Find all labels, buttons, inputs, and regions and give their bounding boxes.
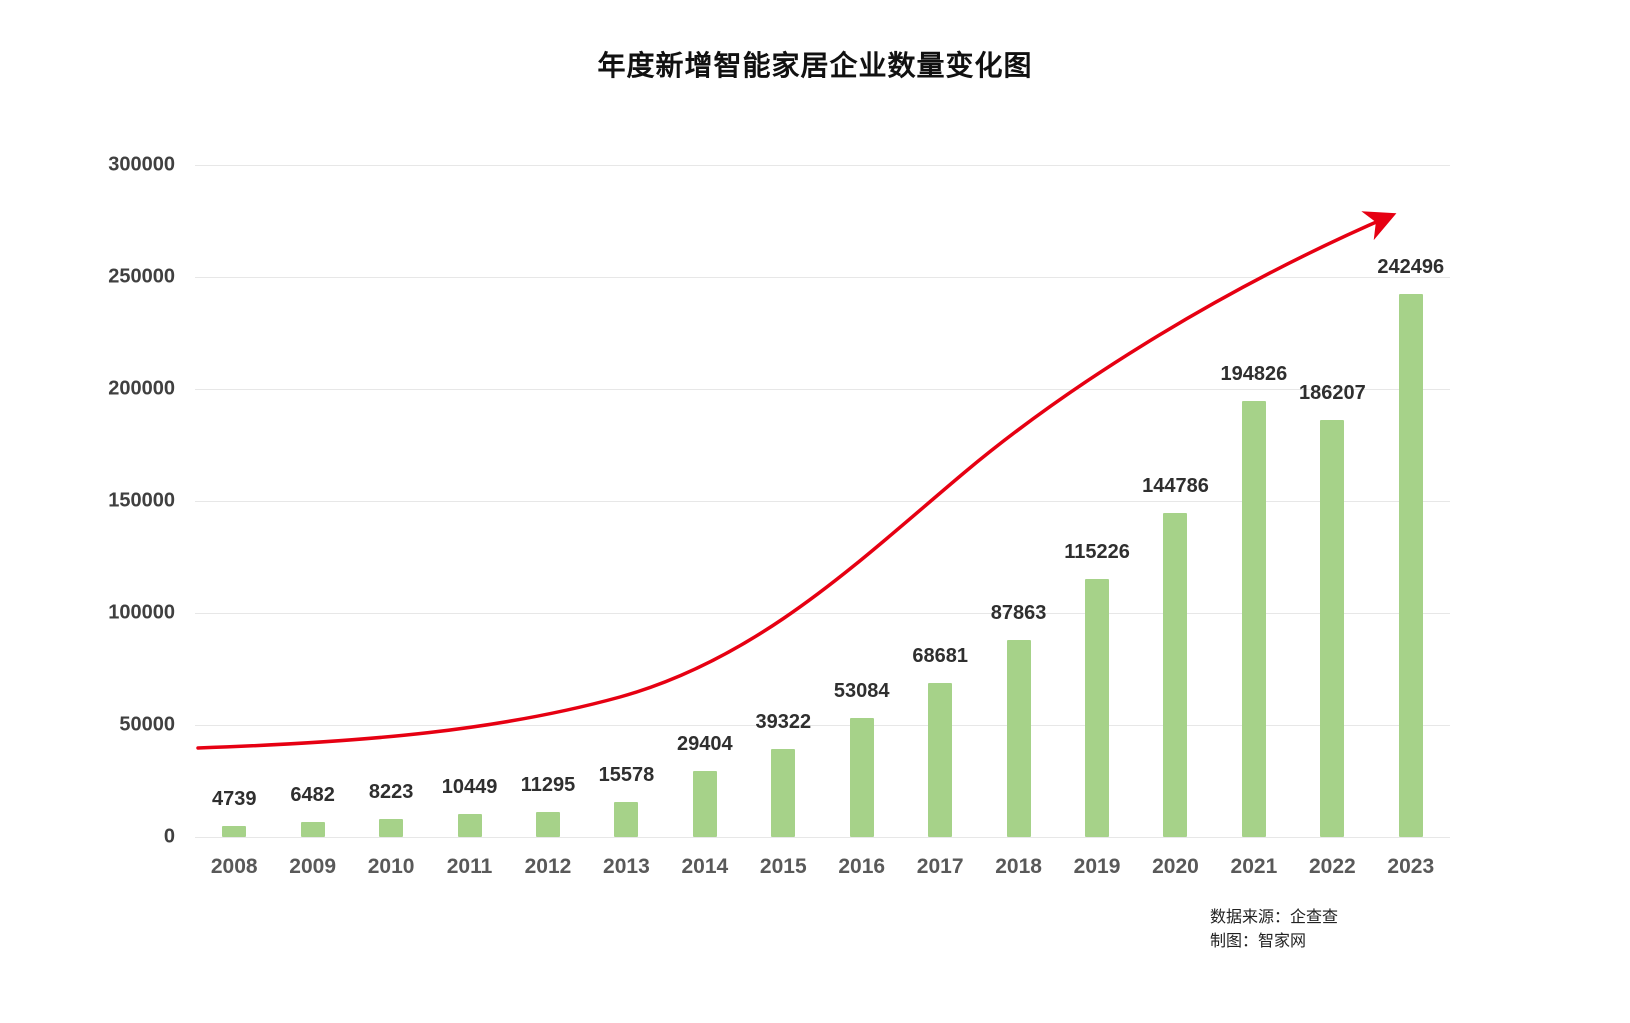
y-tick-label: 250000	[108, 265, 175, 288]
x-label-2015: 2015	[759, 855, 807, 878]
bar-2008	[222, 826, 247, 837]
x-label-2023: 2023	[1387, 855, 1435, 878]
value-label-2009: 6482	[290, 784, 335, 807]
x-label-2009: 2009	[289, 855, 337, 878]
bar-2015	[771, 748, 796, 837]
value-label-2013: 15578	[598, 764, 655, 787]
y-tick-label: 0	[163, 825, 175, 848]
x-label-2008: 2008	[210, 855, 258, 878]
bar-2017	[928, 683, 953, 837]
value-label-2023: 242496	[1377, 255, 1445, 278]
gridline	[195, 837, 1450, 838]
x-label-2016: 2016	[838, 855, 886, 878]
bar-2012	[535, 811, 560, 837]
chart-title: 年度新增智能家居企业数量变化图	[597, 50, 1033, 81]
value-label-2008: 4739	[211, 788, 257, 811]
x-label-2020: 2020	[1152, 855, 1199, 878]
bar-2021	[1241, 400, 1266, 837]
x-label-2013: 2013	[603, 855, 650, 878]
bar-2020	[1163, 512, 1188, 837]
x-label-2018: 2018	[995, 855, 1042, 878]
gridline	[195, 277, 1450, 278]
value-label-2016: 53084	[833, 680, 890, 703]
bar-2010	[379, 818, 404, 837]
value-label-2019: 115226	[1064, 540, 1130, 563]
x-label-2011: 2011	[446, 855, 493, 878]
y-tick-label: 200000	[108, 377, 175, 400]
value-label-2017: 68681	[912, 645, 968, 668]
source-line-2: 制图：智家网	[1210, 933, 1307, 950]
value-label-2022: 186207	[1298, 381, 1366, 404]
bar-2022	[1320, 419, 1345, 837]
bar-2013	[614, 802, 639, 837]
value-label-2011: 10449	[441, 775, 498, 798]
source-line-1: 数据来源：企查查	[1210, 909, 1339, 926]
bar-2014	[692, 771, 717, 837]
x-label-2021: 2021	[1230, 855, 1278, 878]
y-tick-label: 150000	[108, 489, 175, 512]
gridline	[195, 165, 1450, 166]
value-label-2012: 11295	[520, 773, 576, 796]
value-label-2015: 39322	[755, 710, 812, 733]
value-label-2010: 8223	[368, 780, 414, 803]
value-label-2018: 87863	[990, 602, 1047, 625]
x-label-2017: 2017	[916, 855, 964, 878]
x-label-2010: 2010	[367, 855, 415, 878]
x-label-2012: 2012	[524, 855, 572, 878]
bar-2009	[300, 822, 325, 837]
y-tick-label: 300000	[108, 153, 175, 176]
plot-area: 0 50000 100000 150000 200000 250000 300000 473…	[108, 154, 1450, 878]
x-label-2022: 2022	[1308, 855, 1356, 878]
value-label-2014: 29404	[677, 733, 733, 756]
x-label-2019: 2019	[1073, 855, 1121, 878]
bar-2018	[1006, 640, 1031, 837]
value-label-2020: 144786	[1142, 474, 1209, 497]
bar-2016	[849, 718, 874, 837]
data-source-note: 数据来源：企查查 制图：智家网	[1210, 906, 1338, 954]
bar-2011	[457, 813, 482, 837]
y-tick-label: 100000	[108, 601, 175, 624]
bar-2019	[1085, 578, 1110, 837]
bar-2023	[1398, 293, 1423, 837]
y-tick-label: 50000	[119, 713, 175, 736]
x-label-2014: 2014	[681, 855, 729, 878]
